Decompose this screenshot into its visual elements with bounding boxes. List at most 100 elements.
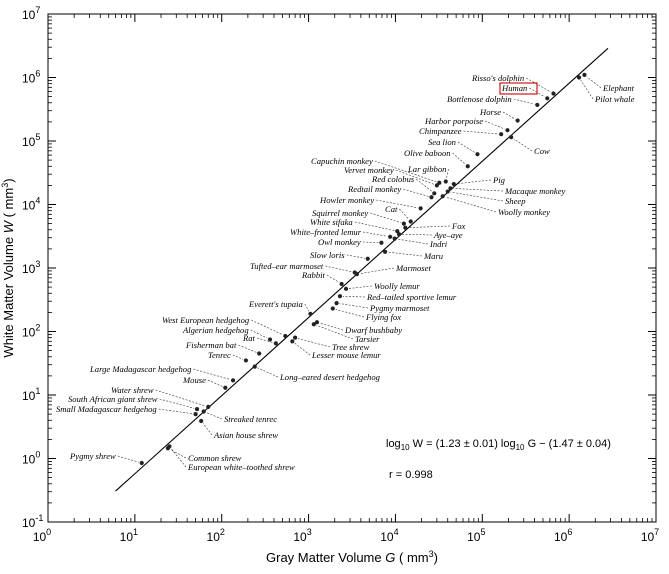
leader-line <box>580 79 594 100</box>
leader-line <box>335 309 365 318</box>
leader-line <box>158 408 193 414</box>
data-point <box>311 322 316 327</box>
point-label: Red colobus <box>371 174 415 184</box>
point-label: Pygmy shrew <box>69 451 116 461</box>
x-tick-label: 100 <box>33 527 51 544</box>
point-label: Horse <box>479 107 501 117</box>
point-label: Dwarf bushbaby <box>344 325 402 335</box>
point-label: European white–toothed shrew <box>187 462 295 472</box>
data-point <box>257 351 262 356</box>
point-label: West European hedgehog <box>162 315 250 325</box>
point-label: Sheep <box>505 196 526 206</box>
point-label: Maru <box>423 251 443 261</box>
y-tick-label: 102 <box>22 323 40 340</box>
point-label: Large Madagascar hedgehog <box>89 364 192 374</box>
leader-line <box>319 322 344 331</box>
leader-line <box>238 344 257 353</box>
y-tick-label: 107 <box>22 5 40 22</box>
leader-line <box>159 398 195 409</box>
x-axis-title: Gray Matter Volume G ( mm3) <box>266 549 438 565</box>
leader-line <box>586 76 602 89</box>
y-tick-label: 101 <box>22 386 40 403</box>
leader-line <box>484 120 505 130</box>
data-point <box>582 72 587 77</box>
data-point <box>499 132 504 137</box>
leader-line <box>362 241 379 243</box>
data-point <box>515 118 520 123</box>
data-point <box>576 75 582 80</box>
point-label: Marmoset <box>395 263 431 273</box>
data-point <box>337 294 343 299</box>
data-point <box>432 191 437 196</box>
point-label: Water shrew <box>111 385 154 395</box>
y-tick-label: 105 <box>22 132 40 149</box>
point-label: Pig <box>492 175 506 185</box>
point-label: Slow loris <box>310 250 345 260</box>
leader-line <box>202 423 213 436</box>
leader-line <box>463 130 499 135</box>
data-point <box>352 270 357 275</box>
point-label: Rabbit <box>301 270 326 280</box>
leader-line <box>403 188 429 197</box>
point-label: Olive baboon <box>404 148 451 158</box>
leader-line <box>257 367 279 378</box>
point-label: Chimpanzee <box>419 126 462 136</box>
equation-annotation: log10 W = (1.23 ± 0.01) log10 G − (1.47 … <box>386 438 611 481</box>
data-point <box>408 219 413 224</box>
point-label: Woolly lemur <box>374 281 420 291</box>
data-point <box>382 249 388 254</box>
data-point <box>365 256 370 261</box>
point-label: Indri <box>429 239 448 249</box>
leader-line <box>513 138 533 152</box>
leader-line <box>402 234 433 236</box>
data-point <box>418 206 423 211</box>
point-label: Cow <box>534 146 550 156</box>
leader-line <box>452 152 466 165</box>
data-point <box>465 164 470 169</box>
leader-line <box>294 342 311 356</box>
point-label: Aye–aye <box>433 230 463 240</box>
point-label: Bottlenose dolphin <box>447 94 512 104</box>
leader-line <box>339 303 369 309</box>
point-label: Asian house shrew <box>213 430 278 440</box>
x-tick-label: 102 <box>207 527 225 544</box>
leader-line <box>326 274 340 283</box>
leader-line <box>457 141 476 153</box>
human-highlight-box <box>499 82 538 95</box>
leader-line <box>445 196 497 213</box>
leader-line <box>513 98 535 105</box>
data-point <box>437 180 442 185</box>
data-point <box>194 406 200 412</box>
leader-line <box>256 337 274 343</box>
point-label: Squirrel monkey <box>312 208 368 218</box>
x-tick-label: 101 <box>120 527 138 544</box>
data-point <box>403 225 408 230</box>
leader-line <box>250 329 268 339</box>
point-label: Woolly monkey <box>498 207 550 217</box>
leader-line <box>171 448 187 468</box>
fit-line <box>115 47 609 492</box>
leader-line <box>456 179 492 185</box>
data-point <box>293 335 298 340</box>
data-point <box>505 128 510 133</box>
leader-line <box>117 455 139 463</box>
equation-text: log10 W = (1.23 ± 0.01) log10 G − (1.47 … <box>386 438 611 452</box>
data-point <box>283 333 288 339</box>
leader-line <box>325 265 352 273</box>
data-point <box>379 240 384 245</box>
leader-line <box>316 325 354 340</box>
point-label: Human <box>501 83 527 93</box>
leader-line <box>399 208 409 220</box>
point-label: Pilot whale <box>594 94 635 104</box>
data-point <box>267 337 273 342</box>
data-point <box>201 409 206 414</box>
point-label: Harbor porpoise <box>424 116 483 126</box>
data-point <box>392 236 397 241</box>
leader-line <box>297 338 331 348</box>
leader-line <box>370 212 402 223</box>
point-label: South African giant shrew <box>68 394 158 404</box>
data-point <box>440 194 445 199</box>
leader-line <box>155 389 206 407</box>
